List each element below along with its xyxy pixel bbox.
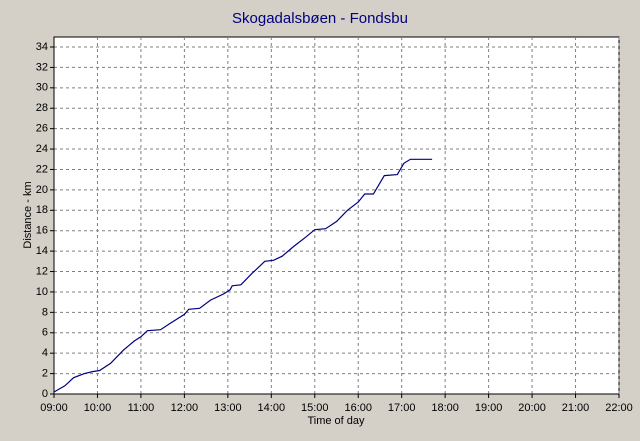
chart-title: Skogadalsbøen - Fondsbu bbox=[232, 10, 408, 27]
y-tick-label: 28 bbox=[36, 102, 48, 114]
x-tick-label: 13:00 bbox=[214, 402, 242, 414]
y-tick-label: 20 bbox=[36, 184, 48, 196]
plot-area bbox=[53, 36, 620, 395]
y-tick-label: 34 bbox=[36, 41, 48, 53]
y-tick-label: 14 bbox=[36, 245, 48, 257]
y-tick-label: 26 bbox=[36, 123, 48, 135]
y-tick-label: 22 bbox=[36, 163, 48, 175]
y-tick-label: 4 bbox=[42, 347, 48, 359]
y-tick-label: 2 bbox=[42, 367, 48, 379]
y-tick-label: 18 bbox=[36, 204, 48, 216]
y-tick-label: 12 bbox=[36, 265, 48, 277]
x-tick-label: 15:00 bbox=[301, 402, 329, 414]
x-tick-label: 17:00 bbox=[388, 402, 416, 414]
x-tick-label: 21:00 bbox=[562, 402, 590, 414]
y-tick-label: 16 bbox=[36, 225, 48, 237]
x-tick-label: 11:00 bbox=[128, 402, 155, 414]
x-tick-label: 16:00 bbox=[344, 402, 372, 414]
y-tick-label: 32 bbox=[36, 61, 48, 73]
y-tick-label: 0 bbox=[42, 388, 48, 400]
x-tick-label: 12:00 bbox=[171, 402, 199, 414]
y-axis-label: Distance - km bbox=[22, 181, 34, 248]
x-tick-label: 20:00 bbox=[518, 402, 546, 414]
y-tick-label: 6 bbox=[42, 327, 48, 339]
x-tick-label: 22:00 bbox=[605, 402, 633, 414]
data-line bbox=[53, 158, 433, 393]
x-tick-label: 10:00 bbox=[84, 402, 112, 414]
y-tick-label: 10 bbox=[36, 286, 48, 298]
x-tick-label: 14:00 bbox=[258, 402, 286, 414]
y-tick-label: 30 bbox=[36, 82, 48, 94]
y-tick-label: 24 bbox=[36, 143, 48, 155]
x-axis-label: Time of day bbox=[307, 415, 365, 427]
x-tick-label: 19:00 bbox=[475, 402, 503, 414]
x-tick-label: 18:00 bbox=[431, 402, 459, 414]
x-tick-label: 09:00 bbox=[40, 402, 68, 414]
y-tick-label: 8 bbox=[42, 306, 48, 318]
